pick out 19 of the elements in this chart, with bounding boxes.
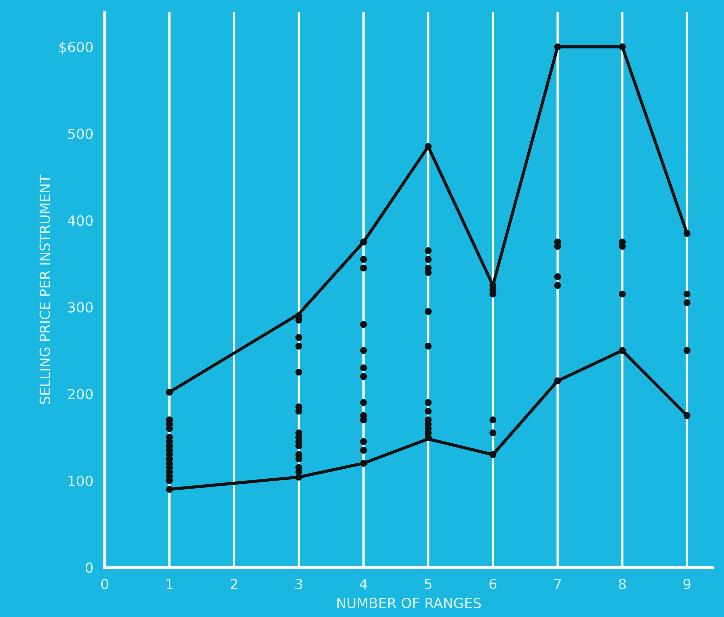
y-tick-label: 400 — [68, 216, 93, 226]
x-axis-title: NUMBER OF RANGES — [338, 598, 482, 608]
y-axis-title: SELLING PRICE PER INSTRUMENT — [40, 174, 50, 404]
x-tick-label: 9 — [684, 578, 691, 590]
x-tick-label: 5 — [425, 579, 432, 590]
x-tick-label: 3 — [296, 578, 302, 590]
x-tick-label: 8 — [619, 578, 626, 590]
x-tick-label: 0 — [101, 578, 108, 590]
x-tick-label: 2 — [230, 578, 238, 590]
x-tick-label: 4 — [360, 579, 368, 590]
y-tick-label: 200 — [68, 389, 93, 400]
x-tick-label: 6 — [490, 578, 497, 590]
y-tick-label: 0 — [86, 562, 93, 574]
y-tick-label: 100 — [68, 476, 93, 486]
x-tick-label: 7 — [554, 579, 562, 590]
y-tick-label: 500 — [68, 128, 93, 140]
y-tick-label: 300 — [68, 302, 93, 313]
y-tick-label: $600 — [60, 42, 93, 54]
x-tick-label: 1 — [166, 579, 173, 590]
